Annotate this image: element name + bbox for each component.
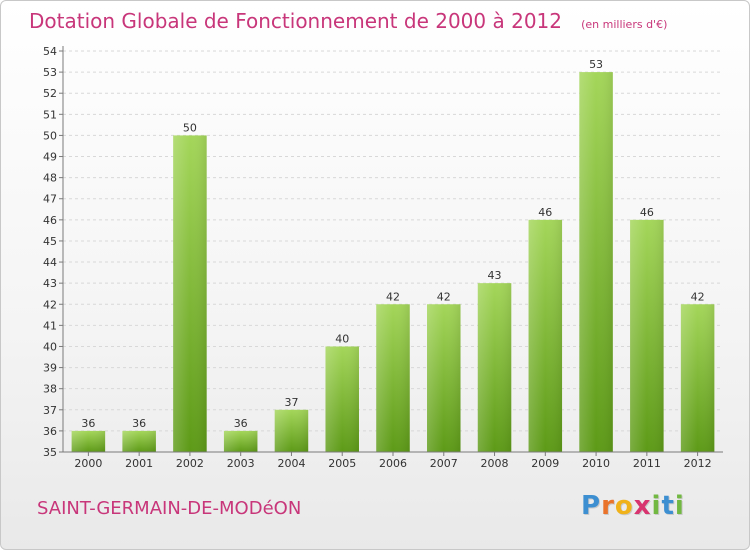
x-axis-tick-labels: 2000 2001 2002 2003 2004 2005 2006 2007 2008 2009… xyxy=(74,452,712,470)
bar-shade-2008 xyxy=(477,283,512,452)
commune-name: SAINT-GERMAIN-DE-MODéON xyxy=(37,498,302,519)
y-tick-label: 43 xyxy=(43,277,57,290)
y-tick-label: 49 xyxy=(43,151,57,164)
y-tick-label: 36 xyxy=(43,425,57,438)
logo-letter: r xyxy=(601,491,615,521)
y-tick-label: 42 xyxy=(43,298,57,311)
y-tick-label: 45 xyxy=(43,235,57,248)
x-tick-label-2006: 2006 xyxy=(379,457,407,470)
y-tick-label: 47 xyxy=(43,193,57,206)
y-tick-label: 46 xyxy=(43,214,57,227)
bar-shade-2010 xyxy=(579,72,613,453)
y-axis-tick-labels: 35 36 37 38 39 40 41 42 43 44 45 46 47 48 49 50 51 52 53 54 xyxy=(43,45,57,459)
title-row: Dotation Globale de Fonctionnement de 20… xyxy=(29,9,667,33)
logo-letter: x xyxy=(633,491,652,521)
bar-shade-2007 xyxy=(427,304,461,452)
x-tick-label-2010: 2010 xyxy=(582,457,610,470)
bar-shade-2006 xyxy=(376,304,410,452)
bar-shade-2004 xyxy=(274,409,309,452)
proxiti-logo: Proxiti xyxy=(581,491,685,521)
bar-value-label-2005: 40 xyxy=(335,332,349,345)
y-tick-label: 54 xyxy=(43,45,57,58)
bar-shade-2011 xyxy=(630,219,664,452)
x-tick-label-2011: 2011 xyxy=(633,457,661,470)
logo-letter: o xyxy=(614,491,634,521)
bar-shade-2009 xyxy=(528,219,563,452)
bar-shade-2005 xyxy=(325,346,359,452)
bar-value-label-2004: 37 xyxy=(284,396,298,409)
y-tick-label: 51 xyxy=(43,108,57,121)
x-tick-label-2003: 2003 xyxy=(227,457,255,470)
y-tick-label: 52 xyxy=(43,87,57,100)
bar-shade-2002 xyxy=(173,135,207,452)
x-tick-label-2005: 2005 xyxy=(328,457,356,470)
chart-subtitle: (en milliers d'€) xyxy=(581,18,668,31)
bar-value-label-2009: 46 xyxy=(538,206,552,219)
y-tick-label: 39 xyxy=(43,362,57,375)
logo-letter: P xyxy=(581,491,602,521)
chart-title: Dotation Globale de Fonctionnement de 20… xyxy=(29,9,562,33)
bars xyxy=(71,72,715,453)
x-tick-label-2001: 2001 xyxy=(125,457,153,470)
bar-value-label-2007: 42 xyxy=(437,290,451,303)
bar-value-label-2012: 42 xyxy=(691,290,705,303)
x-tick-label-2009: 2009 xyxy=(531,457,559,470)
bar-value-label-2002: 50 xyxy=(183,121,197,134)
bar-value-label-2003: 36 xyxy=(234,417,248,430)
x-tick-label-2008: 2008 xyxy=(481,457,509,470)
bar-shade-2001 xyxy=(122,430,156,452)
x-tick-label-2007: 2007 xyxy=(430,457,458,470)
y-tick-label: 48 xyxy=(43,172,57,185)
bar-value-labels: 36 36 50 36 37 40 42 42 43 46 53 46 42 xyxy=(81,58,704,430)
bar-shade-2000 xyxy=(71,430,106,452)
bar-value-label-2010: 53 xyxy=(589,58,603,71)
logo-letter: i xyxy=(674,491,685,521)
y-tick-label: 53 xyxy=(43,66,57,79)
y-tick-label: 37 xyxy=(43,404,57,417)
y-tick-label: 50 xyxy=(43,129,57,142)
axes xyxy=(62,46,723,453)
bar-value-label-2001: 36 xyxy=(132,417,146,430)
x-tick-label-2012: 2012 xyxy=(684,457,712,470)
y-tick-label: 40 xyxy=(43,340,57,353)
y-tick-label: 38 xyxy=(43,383,57,396)
logo-letter: t xyxy=(661,491,675,521)
bar-value-label-2008: 43 xyxy=(488,269,502,282)
bar-value-label-2006: 42 xyxy=(386,290,400,303)
bar-shade-2003 xyxy=(223,430,258,452)
y-tick-label: 44 xyxy=(43,256,57,269)
x-tick-label-2002: 2002 xyxy=(176,457,204,470)
x-tick-label-2004: 2004 xyxy=(277,457,305,470)
bar-value-label-2011: 46 xyxy=(640,206,654,219)
bar-shade-2012 xyxy=(680,304,715,452)
y-tick-label: 41 xyxy=(43,319,57,332)
bar-value-label-2000: 36 xyxy=(81,417,95,430)
y-tick-label: 35 xyxy=(43,446,57,459)
x-tick-label-2000: 2000 xyxy=(74,457,102,470)
logo-letter: i xyxy=(651,491,662,521)
